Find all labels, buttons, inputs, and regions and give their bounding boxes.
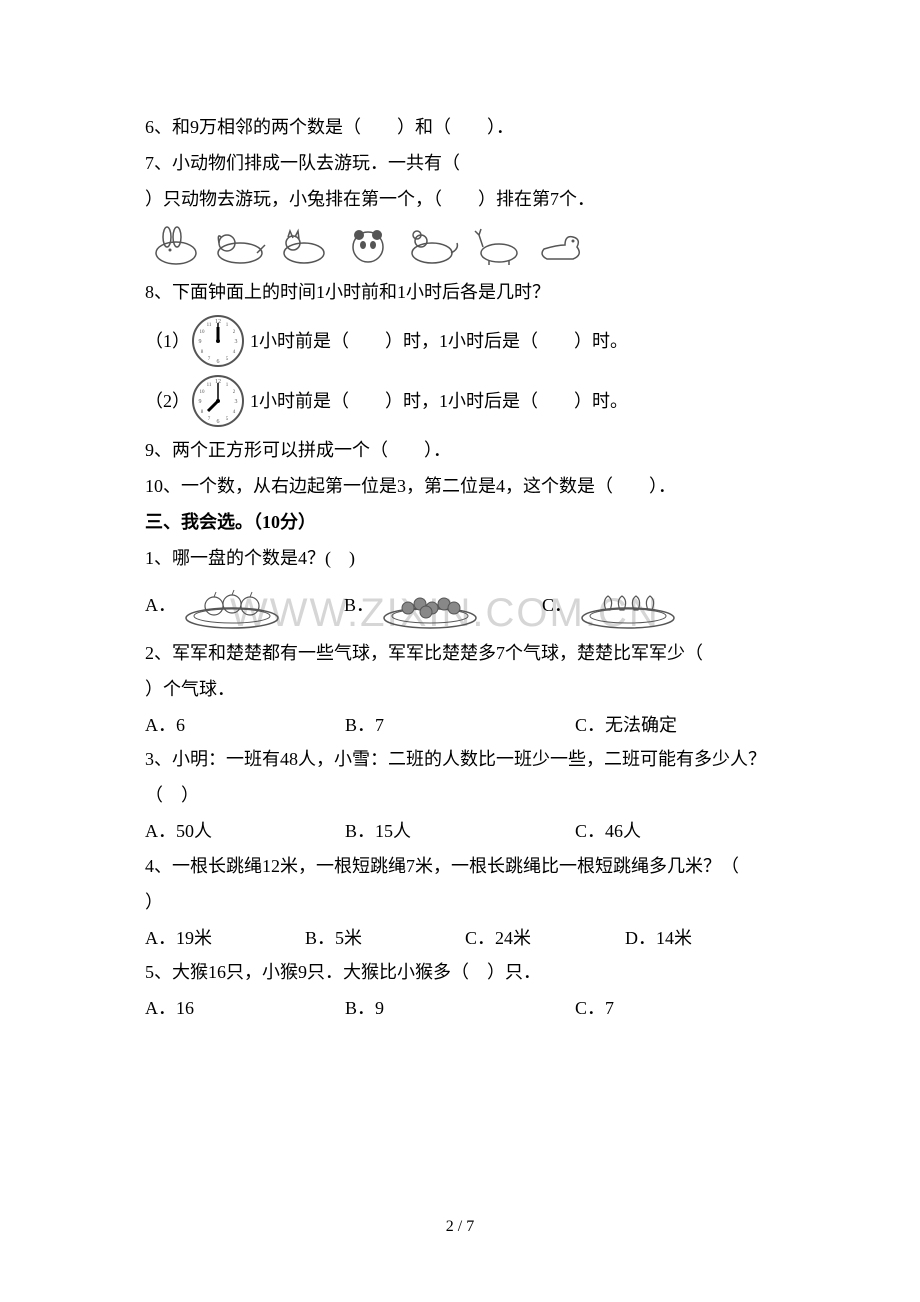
s3-q2-opt-b: B．7 [345,708,575,742]
svg-text:3: 3 [235,339,238,345]
animal-cat-icon [273,225,335,267]
svg-text:7: 7 [208,417,211,422]
s3-q4-opt-c: C．24米 [465,921,625,955]
plate-apples-icon [182,582,282,630]
s3-q5-opt-a: A．16 [145,991,345,1025]
svg-text:1: 1 [226,323,229,328]
animal-deer-icon [465,225,527,267]
s3-q3-options: A．50人 B．15人 C．46人 [145,814,775,848]
animal-dog-icon [209,225,271,267]
s3-q1-options: A． B． C． [145,582,775,630]
s3-q3-opt-a: A．50人 [145,814,345,848]
svg-text:11: 11 [207,383,212,388]
svg-text:10: 10 [200,330,206,335]
page-content: 6、和9万相邻的两个数是（ ）和（ ）． 7、小动物们排成一队去游玩．一共有（ … [0,0,920,1066]
svg-text:9: 9 [199,339,202,345]
animal-duck-icon [529,225,591,267]
s3-q1-opt-a-label: A． [145,588,176,622]
svg-text:2: 2 [233,390,236,395]
svg-text:10: 10 [200,390,206,395]
q8-2-prefix: （2） [145,384,190,418]
animal-panda-icon [337,225,399,267]
s3-q5-opt-c: C．7 [575,991,775,1025]
s3-q4-line2: ） [145,885,775,919]
plate-strawberries-icon [380,582,480,630]
svg-text:8: 8 [201,350,204,355]
s3-q5-opt-b: B．9 [345,991,575,1025]
s3-q2-line1: 2、军军和楚楚都有一些气球，军军比楚楚多7个气球，楚楚比军军少（ [145,636,775,670]
question-9: 9、两个正方形可以拼成一个（ ）． [145,433,775,467]
svg-text:6: 6 [217,359,220,365]
s3-q2-opt-c: C．无法确定 [575,708,775,742]
svg-text:11: 11 [207,323,212,328]
question-7-line2: ）只动物去游玩，小兔排在第一个，（ ）排在第7个． [145,182,775,216]
s3-q1: 1、哪一盘的个数是4？( ) [145,541,775,575]
clock-12-icon: 12 3 6 9 1 2 4 5 7 8 10 11 [190,313,246,369]
svg-text:7: 7 [208,357,211,362]
svg-text:8: 8 [201,410,204,415]
plate-pears-icon [578,582,678,630]
page-footer: 2 / 7 [0,1212,920,1242]
animal-rabbit-icon [145,225,207,267]
s3-q4-opt-a: A．19米 [145,921,305,955]
s3-q5: 5、大猴16只，小猴9只．大猴比小猴多（ ）只． [145,955,775,989]
s3-q1-opt-b-label: B． [344,588,374,622]
q8-2-text: 1小时前是（ ）时，1小时后是（ ）时。 [250,384,628,418]
svg-text:9: 9 [199,399,202,405]
s3-q3-line2: （ ） [145,778,775,812]
s3-q5-options: A．16 B．9 C．7 [145,991,775,1025]
s3-q3-opt-b: B．15人 [345,814,575,848]
s3-q2-opt-a: A．6 [145,708,345,742]
s3-q4-options: A．19米 B．5米 C．24米 D．14米 [145,921,775,955]
s3-q3-opt-c: C．46人 [575,814,775,848]
question-8-1: （1） 12 3 6 9 1 2 4 5 7 8 10 11 1小时前是（ ）时… [145,313,775,369]
question-6: 6、和9万相邻的两个数是（ ）和（ ）． [145,110,775,144]
svg-text:4: 4 [233,410,236,415]
question-7-line1: 7、小动物们排成一队去游玩．一共有（ [145,146,775,180]
s3-q2-options: A．6 B．7 C．无法确定 [145,708,775,742]
svg-text:2: 2 [233,330,236,335]
s3-q4-opt-d: D．14米 [625,921,775,955]
animal-mouse-icon [401,225,463,267]
svg-text:1: 1 [226,383,229,388]
s3-q4-opt-b: B．5米 [305,921,465,955]
q8-1-prefix: （1） [145,324,190,358]
svg-text:5: 5 [226,417,229,422]
question-8-2: （2） 12 3 6 9 1 2 4 5 7 8 10 11 1小时前是（ ）时… [145,373,775,429]
s3-q2-line2: ）个气球． [145,672,775,706]
section-3-title: 三、我会选。（10分） [145,505,775,539]
s3-q1-opt-c-label: C． [542,588,572,622]
svg-text:6: 6 [217,419,220,425]
clock-8-icon: 12 3 6 9 1 2 4 5 7 8 10 11 [190,373,246,429]
svg-text:3: 3 [235,399,238,405]
animals-row [145,225,775,267]
svg-text:5: 5 [226,357,229,362]
question-8-title: 8、下面钟面上的时间1小时前和1小时后各是几时？ [145,275,775,309]
q8-1-text: 1小时前是（ ）时，1小时后是（ ）时。 [250,324,628,358]
svg-text:4: 4 [233,350,236,355]
question-10: 10、一个数，从右边起第一位是3，第二位是4，这个数是（ ）． [145,469,775,503]
s3-q3-line1: 3、小明：一班有48人，小雪：二班的人数比一班少一些，二班可能有多少人？ [145,742,775,776]
s3-q4-line1: 4、一根长跳绳12米，一根短跳绳7米，一根长跳绳比一根短跳绳多几米？（ [145,849,775,883]
